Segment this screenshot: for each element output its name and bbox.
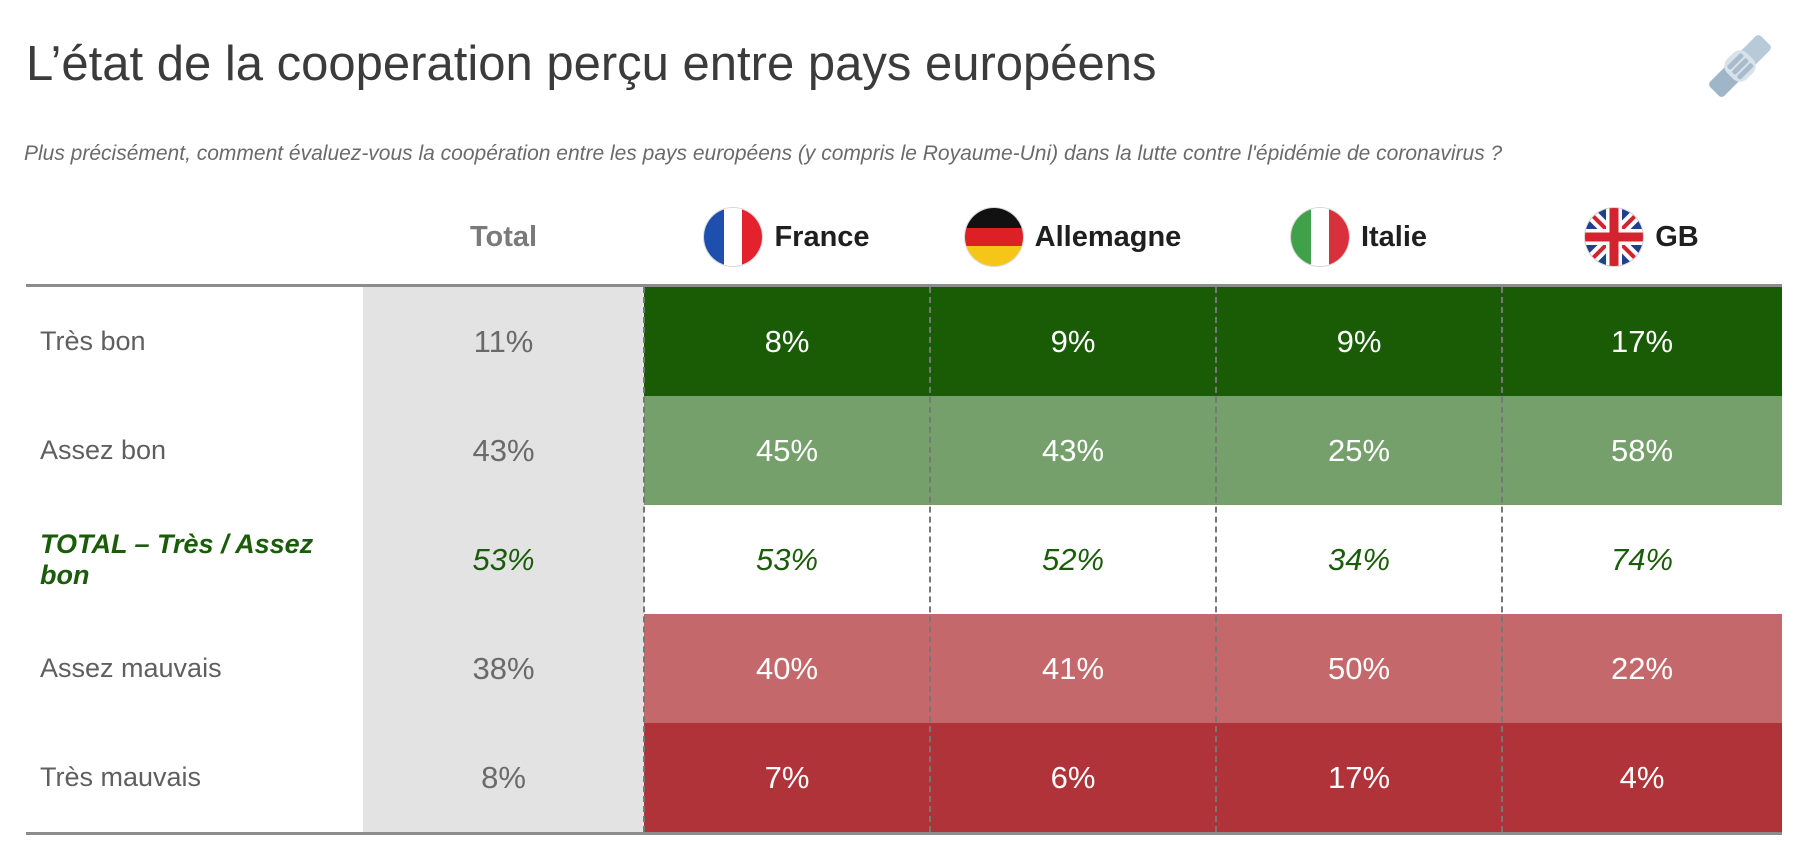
value-cell-total: 8% xyxy=(363,723,644,832)
value-cell-allemagne: 6% xyxy=(930,723,1216,832)
value-cell-france: 7% xyxy=(644,723,930,832)
header-divider xyxy=(26,284,1782,287)
value-cell-total: 53% xyxy=(363,505,644,614)
row-label: Très mauvais xyxy=(40,762,202,792)
table-row-tres-bon: Très bon 11% 8% 9% 9% 17% xyxy=(26,287,1782,396)
value-cell-italie: 9% xyxy=(1216,287,1502,396)
value-cell-allemagne: 43% xyxy=(930,396,1216,505)
question-subtitle: Plus précisément, comment évaluez-vous l… xyxy=(24,142,1503,165)
column-label: France xyxy=(774,220,870,253)
row-label: Assez bon xyxy=(40,435,167,465)
value-cell-total: 43% xyxy=(363,396,644,505)
results-table: Total France Allemagne Italie xyxy=(26,190,1782,835)
table-row-assez-bon: Assez bon 43% 45% 43% 25% 58% xyxy=(26,396,1782,505)
value-cell-gb: 58% xyxy=(1502,396,1782,505)
france-flag-icon xyxy=(704,208,763,266)
uk-flag-icon xyxy=(1585,208,1644,266)
column-separator xyxy=(643,287,645,832)
table-row-tres-mauvais: Très mauvais 8% 7% 6% 17% 4% xyxy=(26,723,1782,832)
value-cell-france: 8% xyxy=(644,287,930,396)
germany-flag-icon xyxy=(964,208,1023,266)
column-label: Total xyxy=(469,220,538,253)
value-cell-gb: 74% xyxy=(1502,505,1782,614)
value-cell-gb: 17% xyxy=(1502,287,1782,396)
table-header: Total France Allemagne Italie xyxy=(26,190,1782,284)
value-cell-allemagne: 52% xyxy=(930,505,1216,614)
row-label: Très bon xyxy=(40,326,146,356)
column-header-total: Total xyxy=(363,190,644,284)
value-cell-italie: 50% xyxy=(1216,614,1502,723)
row-label: Assez mauvais xyxy=(40,653,222,683)
value-cell-france: 40% xyxy=(644,614,930,723)
value-cell-total: 38% xyxy=(363,614,644,723)
value-cell-italie: 17% xyxy=(1216,723,1502,832)
column-label: Italie xyxy=(1360,220,1428,253)
italy-flag-icon xyxy=(1290,208,1349,266)
column-label: GB xyxy=(1655,220,1699,253)
column-label: Allemagne xyxy=(1034,220,1182,253)
column-separator xyxy=(929,287,931,832)
column-header-france: France xyxy=(644,190,930,284)
value-cell-france: 45% xyxy=(644,396,930,505)
handshake-icon xyxy=(1700,26,1780,106)
column-header-italie: Italie xyxy=(1216,190,1502,284)
page-title: L’état de la cooperation perçu entre pay… xyxy=(26,37,1157,91)
table-row-assez-mauvais: Assez mauvais 38% 40% 41% 50% 22% xyxy=(26,614,1782,723)
table-bottom-rule xyxy=(26,832,1782,835)
row-label: TOTAL – Très / Assez bon xyxy=(40,528,314,590)
value-cell-allemagne: 41% xyxy=(930,614,1216,723)
column-separator xyxy=(1215,287,1217,832)
value-cell-france: 53% xyxy=(644,505,930,614)
value-cell-allemagne: 9% xyxy=(930,287,1216,396)
value-cell-gb: 22% xyxy=(1502,614,1782,723)
value-cell-italie: 34% xyxy=(1216,505,1502,614)
value-cell-gb: 4% xyxy=(1502,723,1782,832)
table-row-total-bon: TOTAL – Très / Assez bon 53% 53% 52% 34% 74% xyxy=(26,505,1782,614)
column-header-gb: GB xyxy=(1502,190,1782,284)
value-cell-total: 11% xyxy=(363,287,644,396)
value-cell-italie: 25% xyxy=(1216,396,1502,505)
column-header-allemagne: Allemagne xyxy=(930,190,1216,284)
table-body: Très bon 11% 8% 9% 9% 17% Assez bon 43% 45% 43% 25… xyxy=(26,287,1782,835)
column-separator xyxy=(1501,287,1503,832)
